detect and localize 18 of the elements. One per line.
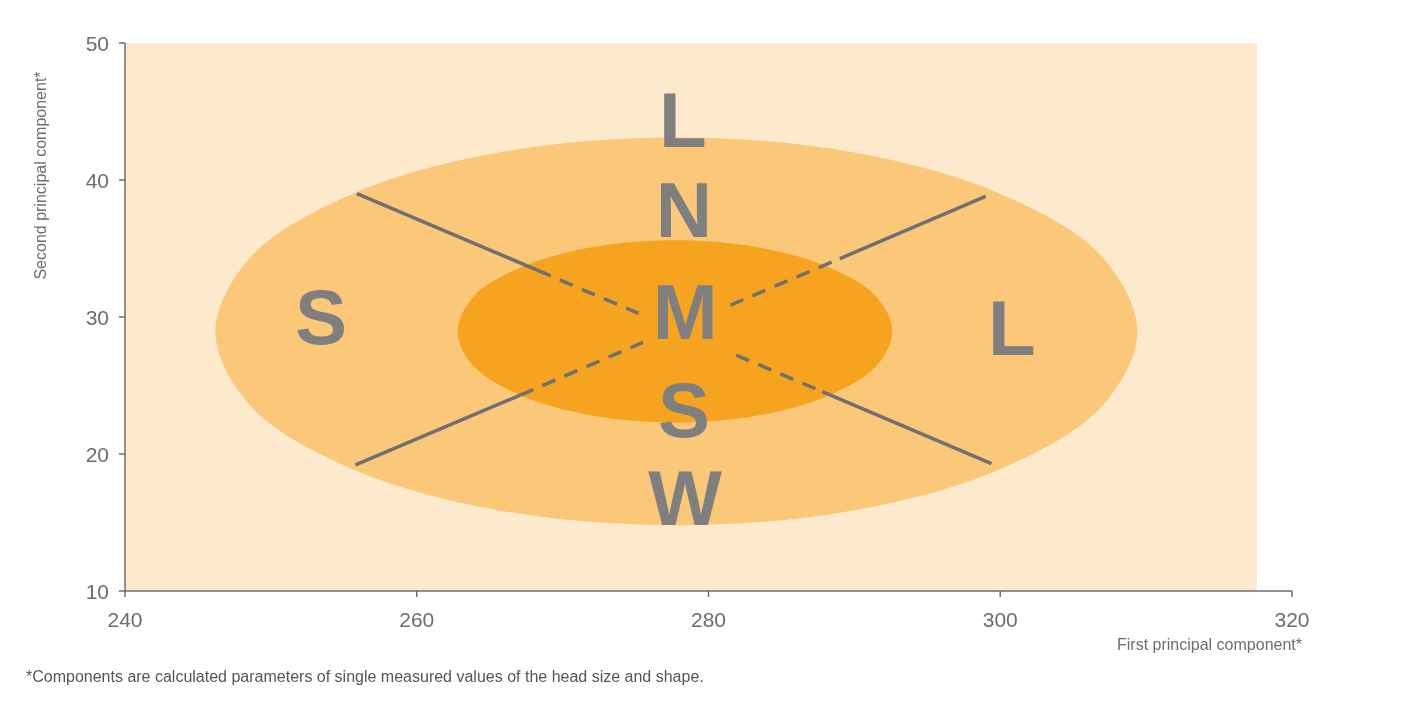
annotation: M	[652, 267, 718, 356]
x-tick-label: 320	[1274, 608, 1310, 631]
y-tick-label: 10	[85, 579, 109, 603]
x-tick-label: 300	[982, 608, 1018, 631]
y-tick-label: 20	[85, 442, 109, 466]
y-tick-label: 30	[85, 305, 109, 329]
x-tick-label: 280	[690, 608, 727, 631]
annotation: W	[648, 453, 723, 542]
y-tick-label: 50	[85, 31, 109, 55]
x-tick-label: 240	[107, 608, 143, 631]
x-tick-label: 260	[399, 608, 435, 631]
annotation: S	[295, 273, 348, 361]
annotation: N	[655, 166, 713, 255]
y-tick-label: 40	[85, 168, 109, 192]
annotation: L	[988, 283, 1036, 372]
text: *Components are calculated parameters of single measured values of the head size and shape.	[26, 668, 704, 685]
x-axis-title: First principal component*	[1117, 636, 1302, 653]
y-axis-title: Second principal component*	[32, 71, 49, 280]
